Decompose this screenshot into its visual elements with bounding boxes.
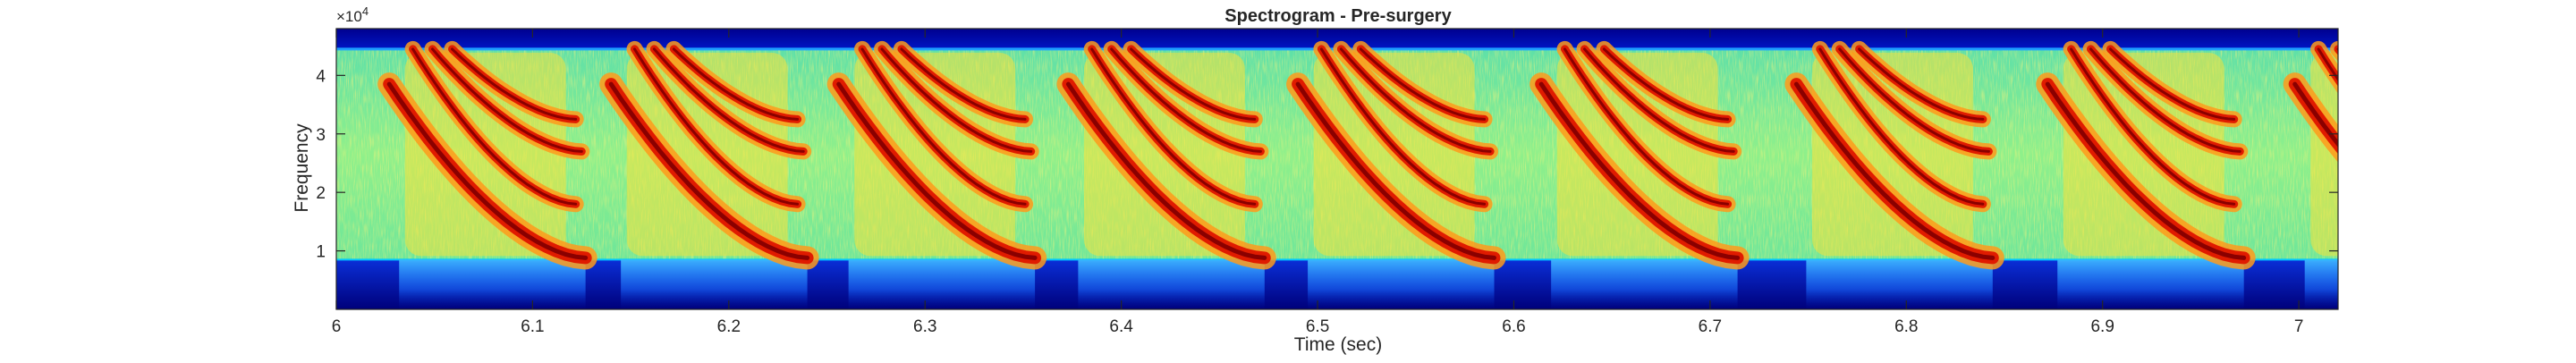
syllable-low-freq-burst: [1308, 259, 1495, 309]
syllable-low-freq-burst: [2304, 259, 2338, 309]
y-axis-exponent: ×104: [336, 4, 369, 26]
harmonic-core: [1818, 47, 1985, 206]
syllable: [599, 40, 819, 309]
syllable: [1056, 40, 1276, 309]
syllable-low-freq-burst: [621, 259, 808, 309]
harmonic-core: [608, 81, 810, 260]
harmonic-core: [1793, 81, 1996, 260]
harmonic-core: [1538, 81, 1741, 260]
harmonic-glow: [2358, 49, 2481, 119]
harmonic-core: [860, 47, 1027, 206]
harmonic-core: [652, 47, 805, 153]
x-tick-label: 6.6: [1502, 317, 1525, 336]
harmonic-core: [1359, 47, 1487, 121]
x-tick-label: 6.7: [1699, 317, 1722, 336]
plot-area: [336, 29, 2481, 309]
harmonic-core: [900, 47, 1027, 121]
syllable-low-freq-burst: [1078, 259, 1265, 309]
y-tick-label: 1: [316, 243, 326, 262]
axis-ticks: 6 6.1 6.2 6.3 6.4 6.5 6.6 6.7 6.8 6.9 7 1 2 3 4: [316, 29, 2338, 336]
y-tick-label: 4: [316, 67, 326, 86]
harmonic-core: [2336, 47, 2338, 52]
harmonic-glow: [2330, 40, 2338, 62]
harmonic-track: [2334, 45, 2338, 55]
syllable-low-freq-burst: [2057, 259, 2244, 309]
y-axis-label: Frequency: [292, 123, 312, 213]
harmonic-core: [386, 81, 589, 260]
x-tick-label: 6.1: [521, 317, 544, 336]
chart-title: Spectrogram - Pre-surgery: [1224, 6, 1452, 26]
syllable-low-freq-burst: [1806, 259, 1993, 309]
syllable: [2283, 40, 2481, 309]
x-tick-label: 6.9: [2090, 317, 2114, 336]
harmonic-core: [672, 47, 800, 121]
harmonic-core: [1110, 47, 1262, 153]
syllable: [377, 40, 597, 309]
syllable: [1286, 40, 1506, 309]
harmonic-core: [1065, 81, 1267, 260]
harmonic-core: [880, 47, 1033, 153]
harmonic-core: [1563, 47, 1730, 206]
spectrogram-syllables: [377, 40, 2481, 309]
x-tick-label: 6.5: [1306, 317, 1329, 336]
syllable: [1530, 40, 1750, 309]
harmonic-core: [2317, 47, 2338, 82]
x-tick-label: 6: [332, 317, 342, 336]
harmonic-glow: [2310, 40, 2338, 94]
harmonic-core: [1838, 47, 1990, 153]
harmonic-core: [2109, 47, 2236, 121]
y-tick-label: 2: [316, 184, 326, 203]
harmonic-core: [2045, 81, 2247, 260]
harmonic-core: [2292, 81, 2338, 148]
harmonic-core: [451, 47, 578, 121]
syllable: [1784, 40, 2004, 309]
harmonic-core: [836, 81, 1038, 260]
syllable-low-freq-burst: [399, 259, 586, 309]
harmonic-core: [1130, 47, 1257, 121]
harmonic-track: [2314, 45, 2338, 87]
harmonic-core: [1858, 47, 1985, 121]
harmonic-core: [411, 47, 578, 206]
harmonic-track: [2358, 49, 2481, 119]
syllable-low-freq-burst: [1551, 259, 1738, 309]
y-exponent-power: 4: [362, 4, 369, 18]
x-axis-label: Time (sec): [1294, 334, 1382, 355]
harmonic-core: [1602, 47, 1730, 121]
x-tick-label: 6.3: [913, 317, 936, 336]
harmonic-core: [2358, 49, 2481, 119]
harmonic-core: [1339, 47, 1492, 153]
harmonic-core: [1090, 47, 1257, 206]
syllable: [826, 40, 1047, 309]
x-tick-label: 6.4: [1109, 317, 1133, 336]
harmonic-core: [633, 47, 800, 206]
y-exponent-base: ×10: [336, 8, 362, 25]
harmonic-core: [1583, 47, 1735, 153]
axes-box: [335, 28, 2339, 310]
harmonic-core: [1319, 47, 1487, 206]
syllable-low-freq-burst: [848, 259, 1036, 309]
harmonic-core: [2089, 47, 2241, 153]
y-tick-label: 3: [316, 126, 326, 145]
harmonic-core: [2070, 47, 2236, 206]
x-tick-label: 6.8: [1894, 317, 1918, 336]
syllable: [2036, 40, 2256, 309]
x-tick-label: 7: [2294, 317, 2304, 336]
x-tick-label: 6.2: [717, 317, 741, 336]
harmonic-core: [431, 47, 583, 153]
harmonic-core: [1295, 81, 1496, 260]
